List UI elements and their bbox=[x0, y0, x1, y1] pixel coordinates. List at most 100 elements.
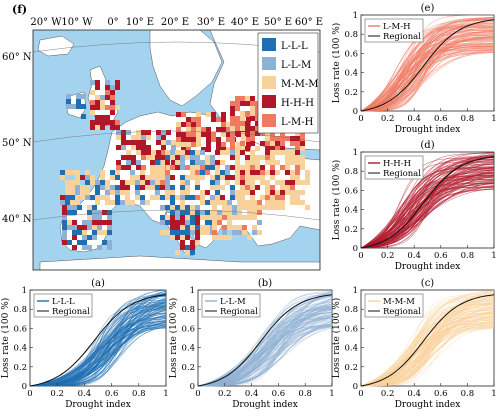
map-cell-502 bbox=[260, 195, 265, 200]
map-cell-153 bbox=[201, 132, 206, 137]
map-cell-244 bbox=[255, 101, 260, 106]
map-cell-608 bbox=[85, 180, 90, 185]
map-cell-626 bbox=[105, 185, 110, 190]
map-cell-47 bbox=[156, 140, 161, 145]
map-cell-156 bbox=[206, 127, 211, 132]
map-cell-787 bbox=[210, 195, 215, 200]
map-cell-725 bbox=[107, 220, 112, 225]
map-cell-614 bbox=[90, 195, 95, 200]
map-cell-644 bbox=[120, 200, 125, 205]
map-cell-715 bbox=[97, 220, 102, 225]
map-cell-557 bbox=[290, 195, 295, 200]
map-cell-377 bbox=[180, 185, 185, 190]
panel-b-label: (b) bbox=[258, 278, 272, 289]
map-cell-498 bbox=[260, 165, 265, 170]
map-cell-329 bbox=[150, 165, 155, 170]
map-cell-740 bbox=[170, 195, 175, 200]
map-cell-483 bbox=[250, 180, 255, 185]
map-cell-612 bbox=[90, 175, 95, 180]
map-cell-570 bbox=[300, 160, 305, 165]
panel-b-ytick-0: 0 bbox=[190, 382, 195, 392]
panel-c: 0 0.2 0.4 0.6 0.8 1 0 0.2 0.4 0.6 0.8 1 Drought inde… bbox=[331, 278, 497, 410]
map-cell-493 bbox=[255, 175, 260, 180]
map-cell-704 bbox=[87, 235, 92, 240]
map-cell-576 bbox=[305, 175, 310, 180]
map-cell-143 bbox=[191, 137, 196, 142]
map-cell-229 bbox=[245, 101, 250, 106]
map-cell-314 bbox=[295, 131, 300, 136]
map-cell-698 bbox=[82, 245, 87, 250]
map-cell-332 bbox=[150, 180, 155, 185]
map-cell-76 bbox=[95, 80, 100, 85]
map-cell-139 bbox=[191, 117, 196, 122]
map-cell-232 bbox=[245, 126, 250, 131]
map-cell-294 bbox=[280, 146, 285, 151]
map-cell-160 bbox=[206, 147, 211, 152]
map-cell-192 bbox=[241, 132, 246, 137]
lon-label-20w: 20° W bbox=[30, 17, 62, 28]
map-cell-540 bbox=[280, 205, 285, 210]
map-cell-474 bbox=[245, 190, 250, 195]
map-cell-339 bbox=[155, 175, 160, 180]
map-cell-631 bbox=[110, 175, 115, 180]
legend-label-l-l-l: L-L-L bbox=[281, 41, 308, 52]
map-cell-242 bbox=[250, 136, 255, 141]
map-cell-230 bbox=[245, 111, 250, 116]
map-cell-874 bbox=[252, 210, 257, 215]
panel-b-curve-103 bbox=[197, 309, 333, 387]
map-cell-151 bbox=[196, 142, 201, 147]
map-cell-619 bbox=[95, 200, 100, 205]
map-cell-655 bbox=[135, 180, 140, 185]
map-cell-693 bbox=[82, 220, 87, 225]
map-cell-317 bbox=[295, 146, 300, 151]
map-cell-591 bbox=[70, 185, 75, 190]
map-cell-701 bbox=[87, 215, 92, 220]
map-cell-741 bbox=[170, 200, 175, 205]
map-cell-475 bbox=[245, 200, 250, 205]
map-cell-75 bbox=[90, 125, 95, 130]
map-cell-91 bbox=[105, 85, 110, 90]
map-cell-465 bbox=[240, 195, 245, 200]
map-cell-202 bbox=[230, 101, 235, 106]
map-cell-762 bbox=[185, 210, 190, 215]
map-cell-69 bbox=[90, 80, 95, 85]
map-cell-237 bbox=[250, 106, 255, 111]
map-legend-items: L-L-L L-L-M M-M-M H-H-H L-M-H bbox=[262, 38, 318, 128]
panel-d-curve-81 bbox=[360, 157, 494, 249]
map-cell-27 bbox=[136, 160, 141, 165]
panel-a-regional-curve bbox=[29, 294, 167, 387]
map-cell-599 bbox=[75, 190, 80, 195]
map-cell-95 bbox=[105, 115, 110, 120]
panel-a-curves bbox=[29, 289, 167, 387]
map-cell-873 bbox=[252, 205, 257, 210]
map-cell-580 bbox=[60, 175, 65, 180]
map-cell-177 bbox=[226, 122, 231, 127]
map-cell-231 bbox=[245, 121, 250, 126]
map-cell-723 bbox=[107, 210, 112, 215]
map-cell-819 bbox=[190, 250, 195, 255]
map-cell-350 bbox=[165, 150, 170, 155]
map-cell-154 bbox=[201, 147, 206, 152]
map-cell-13 bbox=[126, 150, 131, 155]
map-cell-776 bbox=[200, 200, 205, 205]
map-cell-546 bbox=[285, 180, 290, 185]
map-panel-label: (f) bbox=[12, 3, 27, 16]
map-cell-685 bbox=[72, 225, 77, 230]
map-cell-784 bbox=[205, 220, 210, 225]
map-cell-7 bbox=[121, 140, 126, 145]
panel-b-ytick-5: 1 bbox=[190, 286, 195, 296]
map-cell-779 bbox=[200, 225, 205, 230]
map-cell-205 bbox=[230, 116, 235, 121]
map-cell-162 bbox=[211, 117, 216, 122]
map-cell-449 bbox=[235, 150, 240, 155]
map-cell-536 bbox=[280, 185, 285, 190]
map-cell-353 bbox=[165, 170, 170, 175]
map-cell-463 bbox=[240, 185, 245, 190]
map-cell-403 bbox=[200, 150, 205, 155]
map-cell-11 bbox=[126, 130, 131, 135]
map-cell-462 bbox=[240, 180, 245, 185]
map-cell-381 bbox=[185, 155, 190, 160]
map-cell-367 bbox=[175, 155, 180, 160]
map-cell-109 bbox=[115, 125, 120, 130]
map-cell-71 bbox=[90, 100, 95, 105]
